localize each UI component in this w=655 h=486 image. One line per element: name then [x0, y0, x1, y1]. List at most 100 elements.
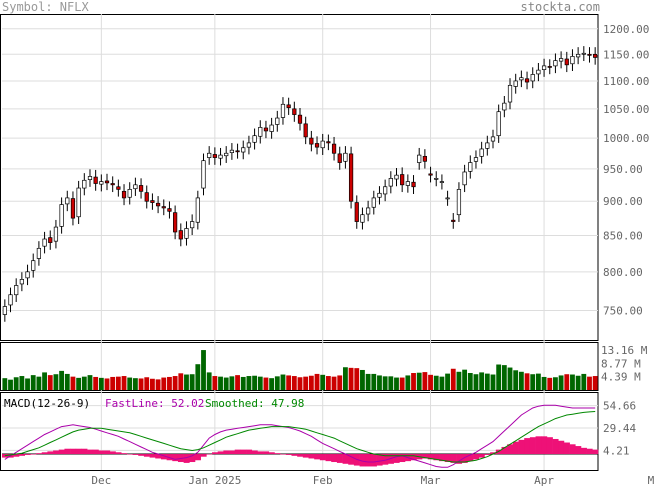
macd-hist-bar [285, 454, 292, 455]
volume-bar [2, 378, 8, 390]
candle-body [445, 197, 450, 200]
volume-bar [64, 373, 70, 390]
volume-bar [433, 375, 439, 390]
candle-body [82, 179, 87, 189]
candle-body [394, 174, 399, 180]
macd-hist-bar [126, 454, 133, 455]
macd-hist-bar [115, 452, 122, 455]
macd-hist-bar [336, 454, 343, 463]
candle-body [36, 247, 42, 259]
candle-body [25, 271, 30, 279]
volume-bar [416, 372, 422, 390]
price-tick-label: 1100.00 [603, 75, 649, 88]
candle-body [104, 180, 110, 184]
smoothed-label: Smoothed: 47.98 [205, 397, 304, 410]
macd-hist-bar [143, 454, 150, 457]
candle-body [337, 153, 342, 163]
volume-bar [575, 375, 581, 390]
volume-bar [246, 376, 252, 390]
candle-body [479, 148, 484, 157]
candle-body [212, 154, 217, 158]
macd-hist-bar [319, 454, 326, 461]
macd-hist-bar [575, 446, 582, 455]
macd-hist-bar [399, 454, 406, 463]
candle-body [178, 230, 183, 240]
macd-hist-bar [529, 437, 536, 455]
macd-hist-bar [246, 449, 253, 455]
macd-hist-bar [450, 454, 457, 463]
candle-body [558, 58, 564, 62]
macd-hist-bar [382, 454, 389, 465]
volume-bar [365, 373, 371, 390]
candle-body [354, 202, 359, 222]
macd-hist-bar [64, 448, 71, 455]
macd-hist-bar [302, 454, 309, 458]
volume-bar [587, 376, 592, 390]
candle-body [456, 189, 462, 216]
macd-fast-line [4, 404, 596, 468]
x-tick-label: Jan 2025 [188, 474, 241, 486]
macd-hist-bar [558, 440, 565, 455]
macd-tick-label: 4.21 [603, 444, 630, 457]
candle-body [343, 152, 348, 162]
candle-body [314, 143, 320, 148]
candle-body [366, 207, 371, 215]
volume-bar [178, 373, 184, 390]
macd-hist-bar [75, 448, 82, 455]
price-tick-label: 900.00 [603, 195, 643, 208]
candle-body [309, 137, 314, 145]
volume-bar [53, 374, 59, 390]
macd-hist-bar [212, 452, 218, 455]
candle-body [519, 77, 524, 81]
macd-hist-bar [104, 450, 111, 455]
volume-bar [547, 377, 553, 390]
volume-bar [337, 375, 343, 390]
candle-body [93, 176, 98, 184]
macd-hist-bar [229, 450, 236, 455]
candle-body [144, 192, 149, 202]
volume-bar [144, 377, 150, 390]
macd-hist-bar [507, 444, 514, 455]
macd-hist-bar [240, 449, 247, 455]
volume-bar [104, 378, 110, 390]
candle-body [360, 214, 365, 223]
candle-body [292, 108, 297, 115]
macd-hist-bar [200, 454, 207, 457]
volume-bar [127, 377, 133, 390]
volume-bar [570, 374, 575, 390]
candle-body [133, 184, 138, 190]
price-tick-label: 950.00 [603, 163, 643, 176]
macd-hist-bar [223, 450, 230, 455]
volume-bar [507, 367, 513, 390]
candle-body [19, 279, 24, 285]
volume-bar [320, 374, 326, 390]
volume-bar [286, 375, 292, 390]
candle-body [218, 154, 223, 159]
candle-body [451, 219, 456, 222]
macd-hist-bar [172, 454, 179, 462]
candle-body [490, 136, 496, 142]
volume-tick-label: 8.77 M [601, 357, 641, 370]
macd-hist-bar [370, 454, 377, 467]
candle-body [530, 74, 535, 82]
macd-hist-bar [467, 454, 474, 462]
candle-body [297, 114, 303, 124]
candle-body [422, 155, 427, 162]
volume-bar [553, 377, 558, 390]
volume-bar [541, 376, 547, 390]
volume-bar [42, 372, 47, 390]
volume-bar [530, 374, 536, 390]
volume-bar [206, 372, 212, 390]
macd-hist-bar [155, 454, 162, 459]
macd-hist-bar [444, 454, 451, 463]
price-tick-label: 850.00 [603, 229, 643, 242]
candle-body [280, 103, 286, 118]
price-tick-label: 800.00 [603, 266, 643, 279]
volume-bar [138, 378, 144, 390]
volume-bar [496, 364, 502, 390]
candle-body [434, 178, 439, 180]
candle-body [263, 127, 269, 132]
candle-body [161, 206, 166, 209]
volume-bar [8, 379, 13, 390]
volume-bar [280, 374, 286, 390]
